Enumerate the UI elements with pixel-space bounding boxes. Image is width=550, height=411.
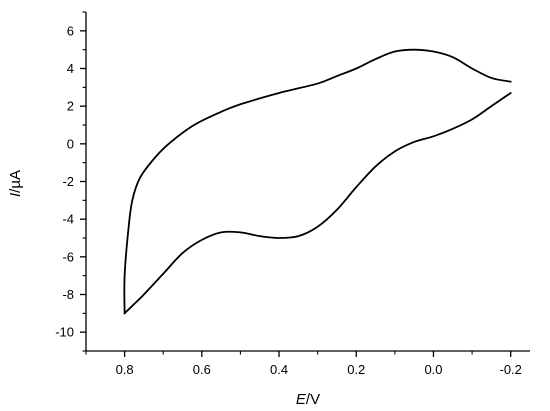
y-tick-label: -4 [62, 212, 74, 227]
y-axis-ticks: 6 4 2 0 -2 -4 -6 -8 -10 [55, 11, 86, 352]
x-tick-label: 0.6 [193, 362, 211, 377]
y-tick-label: 4 [67, 61, 74, 76]
series-line-anodic [123, 48, 512, 315]
x-axis-ticks: 0.8 0.6 0.4 0.2 0.0 -0.2 [85, 351, 522, 377]
y-axis-title-unit: /µA [7, 170, 24, 193]
y-tick-label: -6 [62, 249, 74, 264]
x-tick-label: -0.2 [499, 362, 521, 377]
y-axis-title: I/µA [7, 170, 24, 197]
y-tick-label: 0 [67, 136, 74, 151]
y-tick-label: -2 [62, 174, 74, 189]
y-tick-label: -10 [55, 325, 74, 340]
x-tick-label: 0.0 [424, 362, 442, 377]
x-tick-label: 0.8 [116, 362, 134, 377]
y-tick-label: 6 [67, 23, 74, 38]
x-axis-title-unit: /V [306, 391, 320, 408]
series-group [123, 48, 512, 315]
x-tick-label: 0.4 [270, 362, 288, 377]
y-tick-label: 2 [67, 99, 74, 114]
y-axis-title-symbol: I [7, 193, 24, 197]
x-axis-title-symbol: E [296, 391, 307, 408]
x-tick-label: 0.2 [347, 362, 365, 377]
x-axis-title: E/V [296, 391, 320, 408]
y-tick-label: -8 [62, 287, 74, 302]
series-line-cathodic [123, 92, 512, 315]
